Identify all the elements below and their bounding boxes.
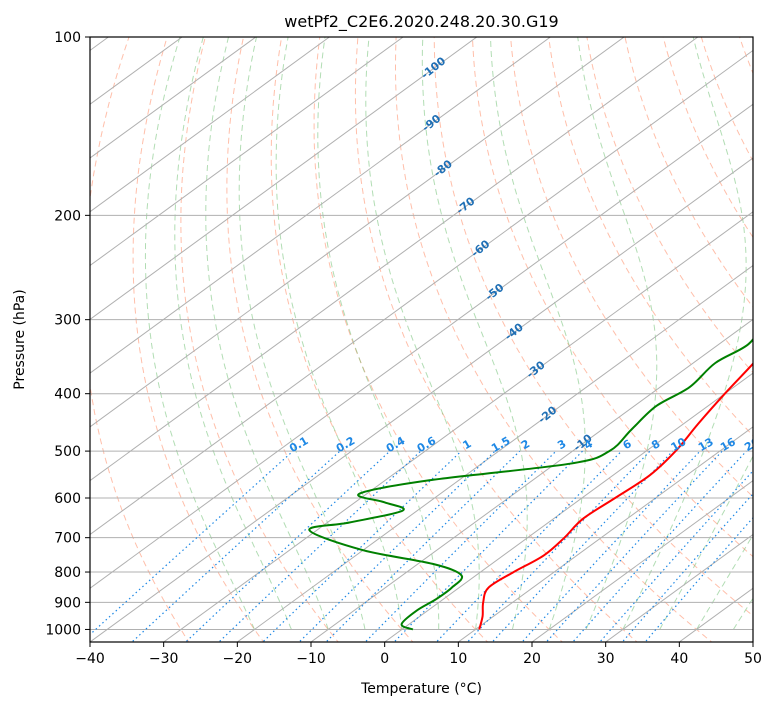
moist-adiabat	[205, 37, 329, 630]
mixing-ratio-line	[325, 450, 521, 642]
mixing-ratio-label: 25	[767, 435, 775, 454]
isotherm-line	[90, 103, 753, 589]
isotherm-line	[384, 372, 753, 642]
mixing-ratio-line	[521, 450, 701, 642]
mixing-ratio-line	[599, 470, 753, 642]
y-tick-label: 800	[54, 565, 81, 581]
y-tick-label: 400	[54, 387, 81, 403]
dewpoint-line	[308, 338, 753, 631]
mixing-ratio-line	[621, 492, 753, 642]
isotherm-line	[752, 641, 753, 642]
moist-adiabat	[577, 37, 658, 630]
mixing-ratio-line	[261, 450, 462, 642]
mixing-ratio-line	[644, 516, 753, 642]
dry-adiabat	[510, 37, 753, 498]
isotherm-line	[531, 480, 753, 642]
isotherm-line	[458, 426, 753, 642]
moist-adiabat	[421, 37, 528, 630]
x-tick-label: −30	[149, 651, 179, 667]
plot-background	[90, 37, 753, 642]
plot-area: -100-90-80-70-60-50-40-30-20-100.1 0.2 0.4…	[90, 37, 775, 642]
isotherm-line	[605, 533, 753, 642]
isotherm-line	[90, 157, 753, 642]
y-tick-label: 1000	[45, 622, 81, 638]
x-tick-label: −20	[223, 651, 253, 667]
x-tick-label: 20	[523, 651, 541, 667]
moist-adiabat	[317, 37, 440, 630]
plot-frame	[89, 36, 754, 643]
chart-title: wetPf2_C2E6.2020.248.20.30.G19	[284, 12, 558, 32]
isotherm-line	[90, 37, 551, 374]
mixing-ratio-line	[571, 450, 747, 642]
mixing-ratio-line	[545, 450, 723, 642]
dry-adiabat	[471, 37, 753, 558]
dry-adiabat	[548, 37, 753, 437]
y-axis-title: Pressure (hPa)	[12, 289, 28, 389]
x-tick-label: 10	[449, 651, 467, 667]
y-tick-label: 300	[54, 313, 81, 329]
dry-adiabat	[90, 37, 190, 642]
isotherm-line	[163, 211, 753, 642]
dry-adiabat	[586, 37, 753, 374]
isotherm-line	[90, 37, 625, 428]
y-tick-label: 100	[54, 30, 81, 46]
isotherm-line	[90, 37, 330, 213]
y-tick-label: 500	[54, 444, 81, 460]
isotherm-line	[90, 49, 753, 536]
mixing-ratio-line	[298, 450, 496, 642]
isotherm-line	[90, 37, 478, 320]
moist-adiabat	[622, 37, 747, 630]
mixing-ratio-line	[218, 450, 422, 642]
dry-adiabat	[433, 37, 753, 617]
isotherm-line	[237, 264, 753, 642]
moist-adiabat	[238, 37, 366, 630]
moist-adiabat	[275, 37, 403, 630]
y-tick-label: 700	[54, 531, 81, 547]
x-axis-title: Temperature (°C)	[360, 681, 482, 697]
moist-adiabat	[174, 37, 292, 630]
x-tick-label: 30	[597, 651, 615, 667]
mixing-ratio-line	[90, 450, 294, 636]
y-tick-label: 600	[54, 491, 81, 507]
mixing-ratio-line	[435, 450, 622, 642]
isotherm-line	[310, 318, 753, 642]
isotherm-line	[90, 37, 257, 159]
temperature-line	[478, 362, 753, 630]
mixing-ratio-line	[491, 450, 674, 642]
y-tick-label: 900	[54, 595, 81, 611]
moist-adiabat	[490, 37, 586, 630]
isotherm-line	[90, 37, 699, 482]
dry-adiabat	[624, 37, 753, 308]
y-tick-label: 200	[54, 208, 81, 224]
moist-adiabat	[659, 455, 753, 630]
x-tick-label: 50	[744, 651, 762, 667]
isotherm-line	[90, 37, 404, 267]
x-tick-label: −40	[75, 651, 105, 667]
mixing-ratio-line	[466, 450, 651, 642]
x-tick-label: 40	[670, 651, 688, 667]
x-tick-label: −10	[296, 651, 326, 667]
mixing-ratio-label: 20	[742, 435, 762, 454]
x-tick-label: 0	[380, 651, 389, 667]
